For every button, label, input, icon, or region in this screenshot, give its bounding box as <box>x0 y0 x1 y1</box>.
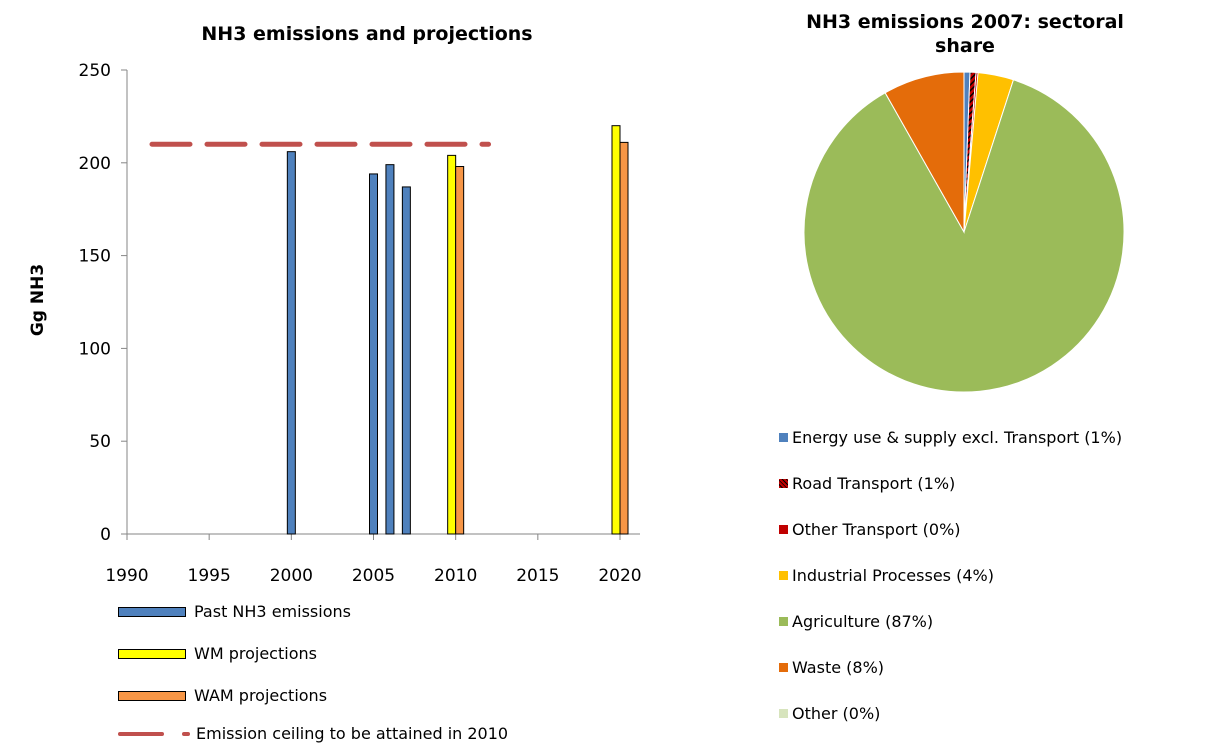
pie-chart-title-line-2: share <box>935 35 995 57</box>
pie-legend-label: Other (0%) <box>792 704 881 723</box>
x-tick-label: 1990 <box>105 566 148 586</box>
pie-chart-title-line-1: NH3 emissions 2007: sectoral <box>806 11 1124 33</box>
x-tick-label: 2020 <box>598 566 641 586</box>
legend-item-past-emissions: Past NH3 emissions <box>118 602 351 621</box>
pie-legend-item-6: Other (0%) <box>779 704 880 723</box>
x-tick-label: 2010 <box>434 566 477 586</box>
pie-slice-5 <box>884 71 965 234</box>
wam-projections-swatch <box>118 690 186 701</box>
x-tick-label: 2005 <box>352 566 395 586</box>
y-tick-label: 200 <box>79 154 111 174</box>
pie-legend-item-2: Other Transport (0%) <box>779 520 961 539</box>
pie-legend-label: Energy use & supply excl. Transport (1%) <box>792 428 1123 447</box>
bar-past-nh3-emissions-2000 <box>286 151 296 535</box>
pie-legend-swatch <box>779 479 788 488</box>
pie-legend-item-0: Energy use & supply excl. Transport (1%) <box>779 428 1122 447</box>
bar-chart-legend: Past NH3 emissions WM projections WAM pr… <box>118 602 678 743</box>
bar-chart-title: NH3 emissions and projections <box>201 23 532 45</box>
y-tick-label: 0 <box>100 525 111 545</box>
pie-legend-item-5: Waste (8%) <box>779 658 884 677</box>
bar-wm-projections-2020 <box>611 125 621 535</box>
bar-plot-area: 0 50 100 150 200 250 1990 1995 2000 2005 2010 2015 2… <box>79 61 642 586</box>
y-tick-label: 250 <box>79 61 111 81</box>
legend-label: WAM projections <box>194 686 328 705</box>
pie-slice-4 <box>803 79 1125 393</box>
y-axis-label: Gg NH3 <box>28 264 48 336</box>
legend-item-emission-ceiling: Emission ceiling to be attained in 2010 <box>118 724 508 743</box>
bar-wam-projections-2020 <box>619 141 629 535</box>
pie-legend-swatch <box>779 433 788 442</box>
bar-wm-projections-2010 <box>447 154 457 535</box>
legend-label: WM projections <box>194 644 317 663</box>
pie-legend-swatch <box>779 525 788 534</box>
pie-legend-label: Waste (8%) <box>792 658 885 677</box>
pie-legend-item-3: Industrial Processes (4%) <box>779 566 994 585</box>
bar-past-nh3-emissions-2006 <box>385 164 395 535</box>
pie-legend-label: Industrial Processes (4%) <box>792 566 994 585</box>
legend-item-wam-projections: WAM projections <box>118 686 327 705</box>
pie-plot-area <box>803 71 1125 393</box>
pie-chart-legend: Energy use & supply excl. Transport (1%)… <box>779 428 1209 728</box>
emission-ceiling-swatch <box>118 730 192 738</box>
legend-label: Emission ceiling to be attained in 2010 <box>196 724 509 743</box>
pie-legend-swatch <box>779 571 788 580</box>
pie-legend-swatch <box>779 663 788 672</box>
x-tick-label: 2015 <box>516 566 559 586</box>
pie-legend-swatch <box>779 709 788 718</box>
y-tick-label: 150 <box>79 247 111 267</box>
legend-label: Past NH3 emissions <box>194 602 351 621</box>
x-tick-label: 2000 <box>270 566 313 586</box>
bar-past-nh3-emissions-2005 <box>369 173 378 535</box>
pie-legend-label: Other Transport (0%) <box>792 520 961 539</box>
emissions-bar-chart: NH3 emissions and projections Gg NH3 0 50… <box>28 23 642 586</box>
pie-legend-label: Agriculture (87%) <box>792 612 934 631</box>
bar-past-nh3-emissions-2007 <box>401 186 411 535</box>
pie-legend-swatch <box>779 617 788 626</box>
wm-projections-swatch <box>118 648 186 659</box>
y-tick-label: 50 <box>89 432 111 452</box>
sector-pie-chart: NH3 emissions 2007: sectoral share <box>803 11 1125 393</box>
past-emissions-swatch <box>118 606 186 617</box>
pie-legend-item-4: Agriculture (87%) <box>779 612 933 631</box>
pie-legend-label: Road Transport (1%) <box>792 474 956 493</box>
bar-wam-projections-2010 <box>455 166 465 535</box>
pie-legend-item-1: Road Transport (1%) <box>779 474 955 493</box>
x-tick-label: 1995 <box>188 566 231 586</box>
legend-item-wm-projections: WM projections <box>118 644 317 663</box>
y-tick-label: 100 <box>79 339 111 359</box>
